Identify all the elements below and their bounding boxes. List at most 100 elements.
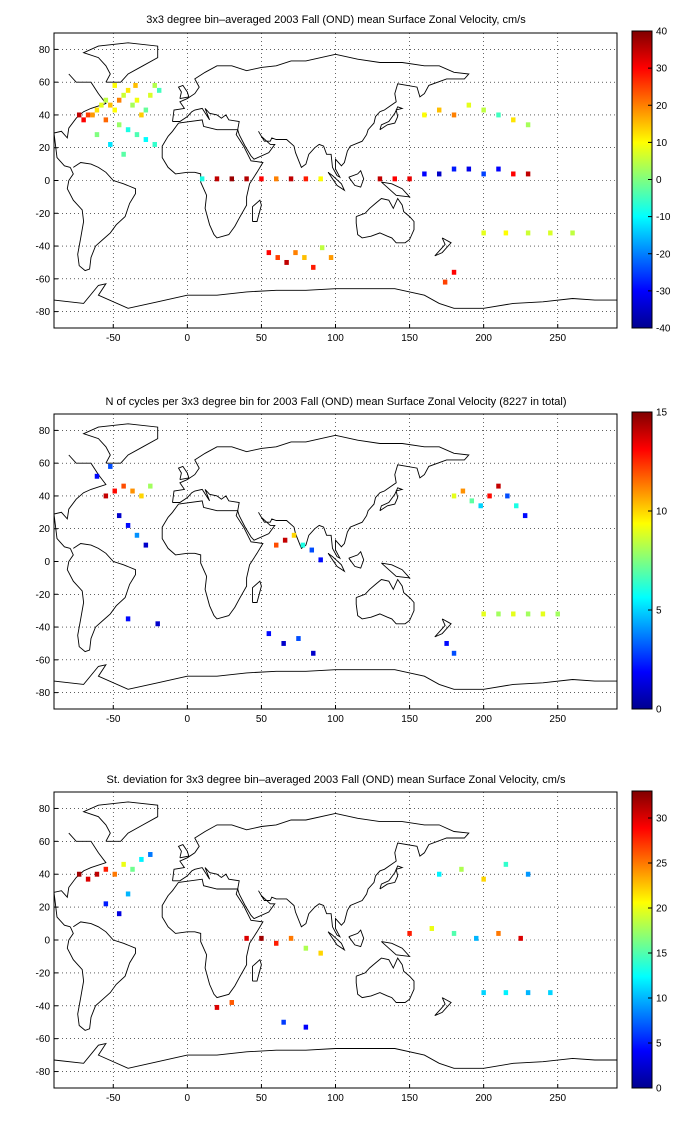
data-cell [481, 230, 486, 236]
coastline [252, 580, 262, 603]
data-cell [496, 930, 501, 936]
data-cell [303, 945, 309, 951]
data-cell [103, 493, 109, 499]
coastline [355, 957, 415, 1003]
data-cell [103, 117, 109, 123]
y-tick-label: -80 [36, 307, 51, 318]
y-tick-label: -40 [36, 1001, 51, 1012]
y-tick-label: -80 [36, 688, 51, 699]
data-cell [244, 176, 249, 182]
data-cell [481, 611, 486, 617]
data-cell [139, 493, 144, 499]
data-cell [288, 176, 294, 182]
x-tick-label: 250 [549, 714, 566, 725]
coastline [327, 552, 346, 573]
data-cell [244, 935, 249, 941]
coastline [355, 197, 415, 244]
data-cell [134, 132, 140, 138]
data-cell [108, 102, 113, 108]
data-cell [466, 166, 472, 172]
coastline [348, 550, 365, 569]
data-cell [436, 107, 442, 113]
data-cell [511, 611, 516, 617]
data-cell [143, 542, 149, 548]
data-cell [469, 498, 475, 504]
colorbar-tick-label: 5 [656, 1039, 662, 1050]
data-cell [121, 92, 126, 98]
data-cell [121, 483, 126, 489]
data-cell [474, 935, 479, 941]
data-cell [303, 176, 309, 182]
data-cell [503, 230, 509, 236]
coastline [177, 84, 190, 100]
data-cell [116, 122, 122, 128]
data-cell [130, 102, 135, 108]
data-cell [134, 97, 140, 103]
coastline [434, 618, 452, 638]
colorbar-tick-label: 10 [656, 507, 668, 518]
data-cell [130, 866, 135, 872]
x-tick-label: 200 [475, 714, 492, 725]
data-cell [429, 926, 435, 931]
data-cell [407, 930, 412, 936]
data-cell [125, 127, 131, 133]
y-tick-label: -20 [36, 590, 51, 601]
data-cell [511, 117, 516, 123]
data-cell [275, 255, 280, 260]
data-cell [514, 503, 519, 509]
y-tick-label: 60 [39, 78, 51, 89]
data-cell [328, 255, 334, 260]
coastline [327, 931, 346, 952]
data-cell [282, 537, 288, 543]
data-cell [481, 171, 486, 177]
data-cell [199, 176, 205, 182]
coastline [379, 865, 404, 890]
y-tick-label: 80 [39, 426, 51, 437]
coastline [348, 169, 365, 188]
data-cell [487, 493, 492, 499]
data-cell [288, 935, 294, 941]
coastline [379, 487, 404, 512]
coastline [177, 465, 190, 481]
colorbar-tick-label: -20 [656, 249, 671, 260]
data-cell [525, 611, 531, 617]
data-cell [481, 990, 486, 996]
data-cell [496, 166, 501, 172]
coastline [381, 941, 411, 957]
y-tick-label: 20 [39, 143, 51, 154]
data-cell [94, 132, 100, 138]
colorbar-tick-label: 10 [656, 138, 668, 149]
data-cell [103, 97, 109, 103]
coastline [172, 812, 470, 938]
data-cell [76, 871, 82, 877]
data-cell [76, 112, 82, 118]
data-cell [548, 990, 553, 996]
colorbar-tick-label: 0 [656, 1084, 662, 1095]
data-cell [377, 176, 383, 182]
data-cell [116, 513, 122, 519]
data-cell [300, 542, 306, 548]
data-cell [81, 117, 86, 123]
colorbar-tick-label: 10 [656, 994, 668, 1005]
x-tick-label: -50 [106, 714, 121, 725]
data-cell [108, 141, 113, 147]
x-tick-label: 0 [185, 333, 191, 344]
coastline [66, 921, 136, 1031]
x-tick-label: 50 [256, 333, 268, 344]
data-cell [274, 176, 279, 182]
panel-1-colorbar-ticks: 40 30 20 10 0 -10 -20 -30 -40 [648, 27, 671, 335]
data-cell [451, 493, 457, 499]
coastline [53, 1042, 617, 1069]
data-cell [108, 463, 113, 469]
coastline [172, 434, 470, 560]
data-cell [284, 259, 289, 265]
x-tick-label: -50 [106, 333, 121, 344]
data-cell [451, 269, 457, 275]
coastline [53, 283, 617, 309]
colorbar-tick-label: -10 [656, 212, 671, 223]
y-tick-label: 80 [39, 45, 51, 56]
x-tick-label: 100 [327, 1093, 344, 1104]
data-cell [422, 171, 427, 177]
x-tick-label: 50 [256, 1093, 268, 1104]
data-cell [139, 112, 144, 118]
